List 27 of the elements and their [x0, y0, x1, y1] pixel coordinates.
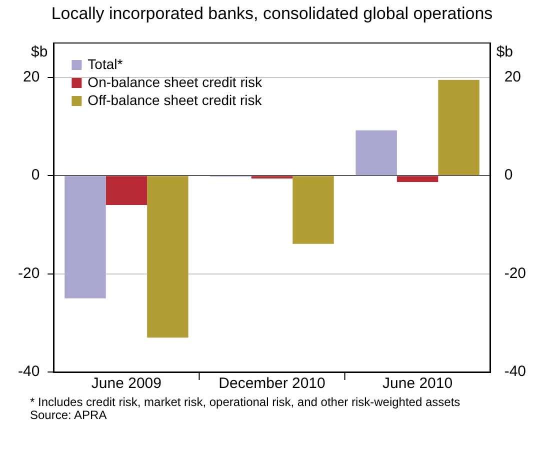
bar [251, 176, 293, 179]
bar [438, 80, 480, 176]
x-tick-label: June 2010 [382, 375, 453, 392]
y2-tick-label: 20 [504, 68, 522, 86]
y-tick-label: -20 [18, 264, 40, 282]
bar [64, 176, 106, 298]
y2-tick-label: -20 [504, 264, 526, 282]
x-tick-label: June 2009 [91, 375, 162, 392]
legend-label: On-balance sheet credit risk [88, 74, 263, 90]
legend-label: Off-balance sheet credit risk [88, 92, 263, 108]
y2-tick-label: 0 [504, 166, 513, 184]
bar [292, 176, 334, 244]
y-axis-title: $b [30, 44, 48, 61]
y2-axis-title: $b [496, 44, 514, 61]
y-tick-label: 0 [31, 166, 40, 184]
y-tick-label: -40 [18, 363, 40, 380]
text: * Includes credit risk, market risk, operational risk, and other risk-weighted assets [30, 395, 462, 409]
bar [356, 130, 397, 176]
y-tick-label: 20 [22, 68, 40, 86]
bar [106, 176, 148, 206]
chart-subtitle: Locally incorporated banks, consolidated global operations [50, 4, 494, 25]
bar [147, 176, 188, 338]
x-tick-label: December 2010 [218, 375, 326, 392]
y2-tick-label: -40 [504, 363, 526, 380]
source-note: Source: APRA [30, 408, 108, 422]
bar [396, 176, 438, 182]
legend-label: Total* [88, 56, 124, 72]
